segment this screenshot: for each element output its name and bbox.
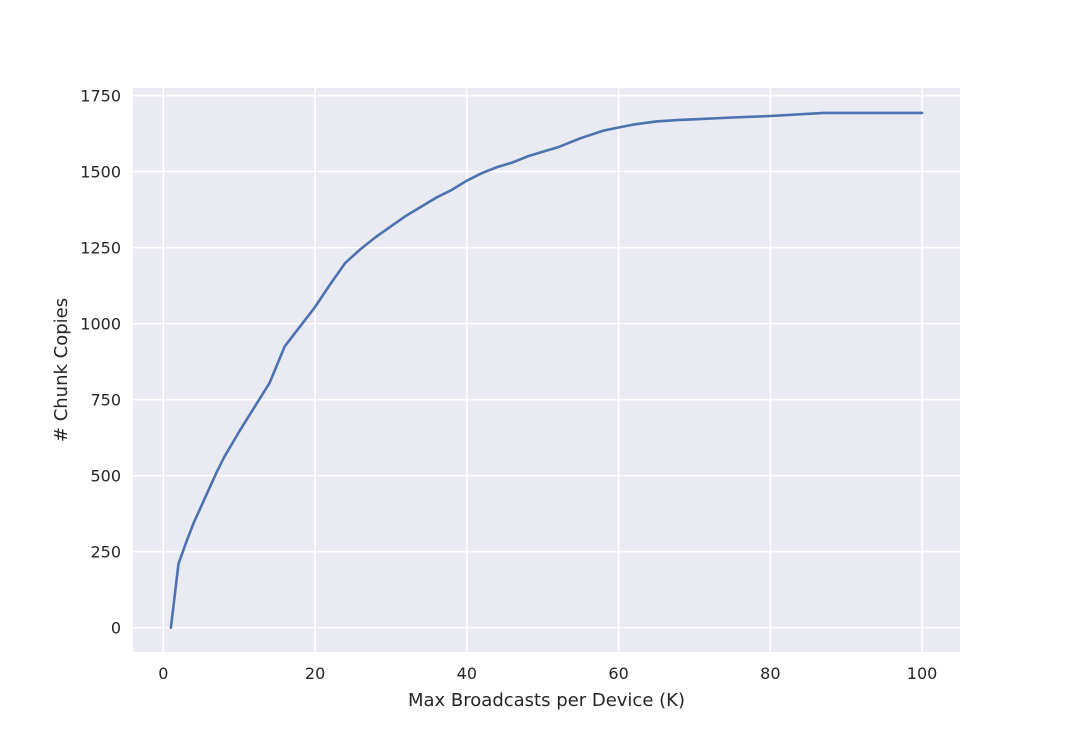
x-tick-label: 100 [907,664,938,683]
y-tick-label: 500 [90,467,121,486]
y-tick-label: 750 [90,391,121,410]
x-tick-label: 40 [457,664,477,683]
y-tick-label: 0 [111,619,121,638]
grid [133,88,960,652]
plot-area [133,88,960,652]
y-tick-label: 1500 [80,163,121,182]
y-tick-label: 1000 [80,315,121,334]
y-tick-label: 1750 [80,87,121,106]
y-tick-label: 1250 [80,239,121,258]
y-tick-label: 250 [90,543,121,562]
series-line [169,111,924,630]
x-tick-label: 0 [158,664,168,683]
x-tick-label: 20 [305,664,325,683]
y-axis-ticks: 0 250 500 750 1000 1250 1500 1750 [80,87,121,638]
y-axis-label: # Chunk Copies [51,298,72,442]
x-axis-ticks: 0 20 40 60 80 100 [158,664,937,683]
x-axis-label: Max Broadcasts per Device (K) [408,690,685,711]
x-tick-label: 80 [760,664,780,683]
x-tick-label: 60 [608,664,628,683]
series-layer [169,111,924,630]
